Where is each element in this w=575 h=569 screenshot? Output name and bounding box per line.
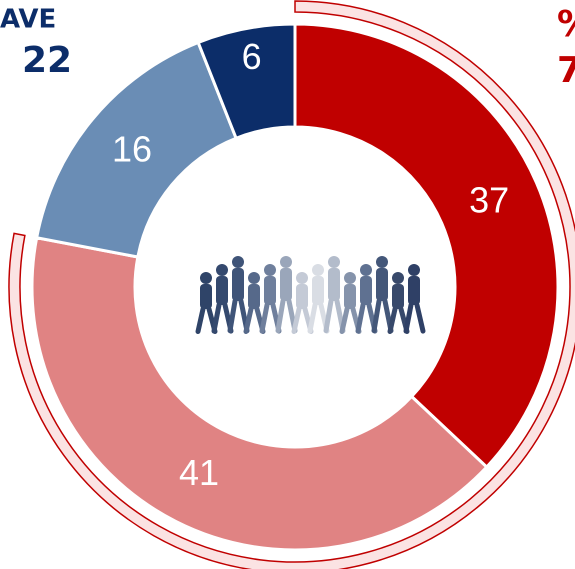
runner-head <box>296 272 308 284</box>
runner-legs <box>374 301 391 331</box>
runner-head <box>376 256 388 268</box>
runner-body <box>296 284 308 309</box>
runner-head <box>392 272 404 284</box>
runner-body <box>248 284 260 309</box>
runner-head <box>360 264 372 276</box>
annotation: 7 <box>557 50 575 91</box>
runner-body <box>376 268 388 301</box>
annotation: AVE <box>0 5 56 35</box>
runner-body <box>392 284 404 309</box>
runner-legs <box>230 301 247 331</box>
runner-head <box>200 272 212 284</box>
runner-head <box>328 256 340 268</box>
runner-body <box>232 268 244 301</box>
runner-legs <box>406 305 423 331</box>
runner-head <box>408 264 420 276</box>
runner-body <box>344 284 356 309</box>
value-label: 41 <box>179 452 219 493</box>
runner-head <box>264 264 276 276</box>
runner-body <box>360 276 372 305</box>
runner-head <box>344 272 356 284</box>
runner-head <box>216 264 228 276</box>
value-label: 6 <box>242 36 262 77</box>
annotation: % <box>557 4 575 45</box>
runner-body <box>264 276 276 305</box>
runners-illustration <box>198 256 423 332</box>
runner-body <box>200 284 212 309</box>
runner-head <box>312 264 324 276</box>
runner-legs <box>326 301 343 331</box>
runner-body <box>280 268 292 301</box>
runner-body <box>328 268 340 301</box>
runner-head <box>280 256 292 268</box>
runner-body <box>216 276 228 305</box>
runner-head <box>232 256 244 268</box>
value-label: 37 <box>469 180 509 221</box>
value-label: 16 <box>112 129 152 170</box>
runner-body <box>408 276 420 305</box>
chart: AVE 22 % 7 37 41 16 6 <box>0 0 575 569</box>
runner-head <box>248 272 260 284</box>
donut-segment <box>295 24 558 467</box>
runner-body <box>312 276 324 305</box>
annotation: 22 <box>22 40 72 81</box>
runner-legs <box>278 301 295 331</box>
